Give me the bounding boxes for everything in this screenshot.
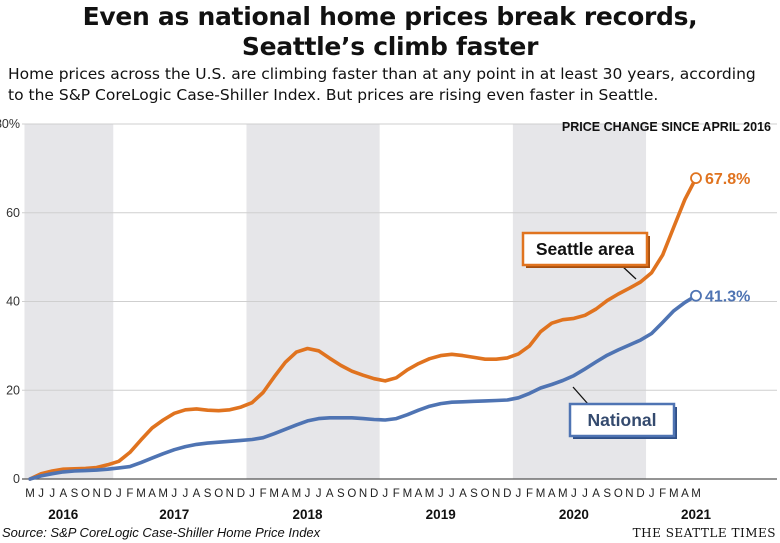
series-labels: 67.8% 41.3% Seattle area National (521, 171, 750, 439)
x-tick-label: M (425, 488, 435, 500)
x-tick-label: J (116, 488, 122, 500)
subtitle-line-2: to the S&P CoreLogic Case-Shiller Index.… (8, 86, 659, 104)
x-tick-label: A (281, 488, 289, 500)
x-tick-label: J (38, 488, 44, 500)
x-tick-label: N (92, 488, 100, 500)
x-tick-label: F (659, 488, 666, 500)
x-tick-label: A (459, 488, 467, 500)
callout-box (521, 231, 649, 267)
x-tick-label: O (81, 488, 90, 500)
chart-title: Even as national home prices break recor… (0, 2, 780, 62)
x-tick-label: M (669, 488, 679, 500)
x-tick-label: J (516, 488, 522, 500)
end-point (690, 289, 702, 302)
x-tick-label: J (171, 488, 177, 500)
end-value-label: 41.3% (705, 289, 750, 306)
year-label: 2018 (292, 507, 323, 522)
y-axis-ticks: 0 20 40 60 80% (0, 117, 20, 486)
y-tick-label: 80% (0, 117, 20, 131)
x-tick-label: J (183, 488, 189, 500)
axis-title: PRICE CHANGE SINCE APRIL 2016 (562, 120, 771, 134)
x-tick-label: O (214, 488, 223, 500)
x-tick-label: D (104, 488, 112, 500)
x-tick-label: M (25, 488, 35, 500)
x-tick-label: F (126, 488, 133, 500)
series-lines (28, 176, 698, 481)
brand-logo: THE SEATTLE TIMES (632, 526, 776, 540)
x-tick-label: D (370, 488, 378, 500)
callout-leader (572, 386, 589, 405)
x-tick-label: O (614, 488, 623, 500)
callout-box (568, 402, 676, 438)
x-tick-label: A (148, 488, 156, 500)
y-tick-label: 40 (6, 295, 20, 309)
source-note: Source: S&P CoreLogic Case-Shiller Home … (2, 525, 321, 540)
year-label: 2017 (159, 507, 189, 522)
title-line-2: Seattle’s climb faster (241, 32, 539, 61)
x-tick-label: S (337, 488, 345, 500)
chart-subtitle: Home prices across the U.S. are climbing… (8, 64, 776, 106)
y-tick-label: 20 (6, 383, 20, 397)
x-tick-label: A (415, 488, 423, 500)
subtitle-line-1: Home prices across the U.S. are climbing… (8, 65, 756, 83)
x-tick-label: A (681, 488, 689, 500)
x-tick-label: M (403, 488, 413, 500)
x-tick-label: N (226, 488, 234, 500)
year-label: 2016 (48, 507, 79, 522)
x-tick-label: N (359, 488, 367, 500)
x-tick-label: A (548, 488, 556, 500)
end-point (690, 172, 702, 185)
x-tick-label: A (326, 488, 334, 500)
title-line-1: Even as national home prices break recor… (82, 2, 698, 31)
series-line-national (28, 293, 698, 481)
x-tick-label: J (449, 488, 455, 500)
x-tick-label: M (158, 488, 168, 500)
x-tick-label: A (193, 488, 201, 500)
x-tick-label: F (526, 488, 533, 500)
x-tick-label: M (536, 488, 546, 500)
x-tick-label: D (503, 488, 511, 500)
x-tick-label: J (382, 488, 388, 500)
y-tick-label: 60 (6, 206, 20, 220)
gridlines (22, 123, 777, 480)
x-tick-label: J (571, 488, 577, 500)
y-tick-label: 0 (13, 472, 20, 486)
x-tick-label: D (636, 488, 644, 500)
series-name-label: National (587, 410, 656, 430)
x-tick-label: J (316, 488, 322, 500)
x-tick-label: N (625, 488, 633, 500)
x-tick-label: A (59, 488, 67, 500)
x-tick-label: O (481, 488, 490, 500)
year-label: 2021 (681, 507, 712, 522)
x-tick-label: M (558, 488, 568, 500)
x-tick-label: J (49, 488, 55, 500)
x-tick-label: J (305, 488, 311, 500)
x-tick-label: F (393, 488, 400, 500)
x-tick-label: J (649, 488, 655, 500)
x-tick-label: D (237, 488, 245, 500)
x-tick-label: J (582, 488, 588, 500)
x-tick-label: N (492, 488, 500, 500)
x-tick-label: M (691, 488, 701, 500)
x-tick-label: M (292, 488, 302, 500)
x-tick-label: S (204, 488, 212, 500)
x-tick-label: J (438, 488, 444, 500)
year-label: 2019 (426, 507, 456, 522)
series-line-seattle-area (28, 176, 698, 481)
series-name-label: Seattle area (536, 239, 635, 259)
x-tick-label: M (269, 488, 279, 500)
x-tick-label: S (603, 488, 611, 500)
x-tick-label: F (260, 488, 267, 500)
x-tick-label: S (470, 488, 478, 500)
year-label: 2020 (559, 507, 589, 522)
end-value-label: 67.8% (705, 171, 750, 188)
x-tick-label: S (71, 488, 79, 500)
x-tick-label: M (136, 488, 146, 500)
x-tick-label: O (347, 488, 356, 500)
x-tick-label: A (592, 488, 600, 500)
x-tick-label: J (249, 488, 255, 500)
